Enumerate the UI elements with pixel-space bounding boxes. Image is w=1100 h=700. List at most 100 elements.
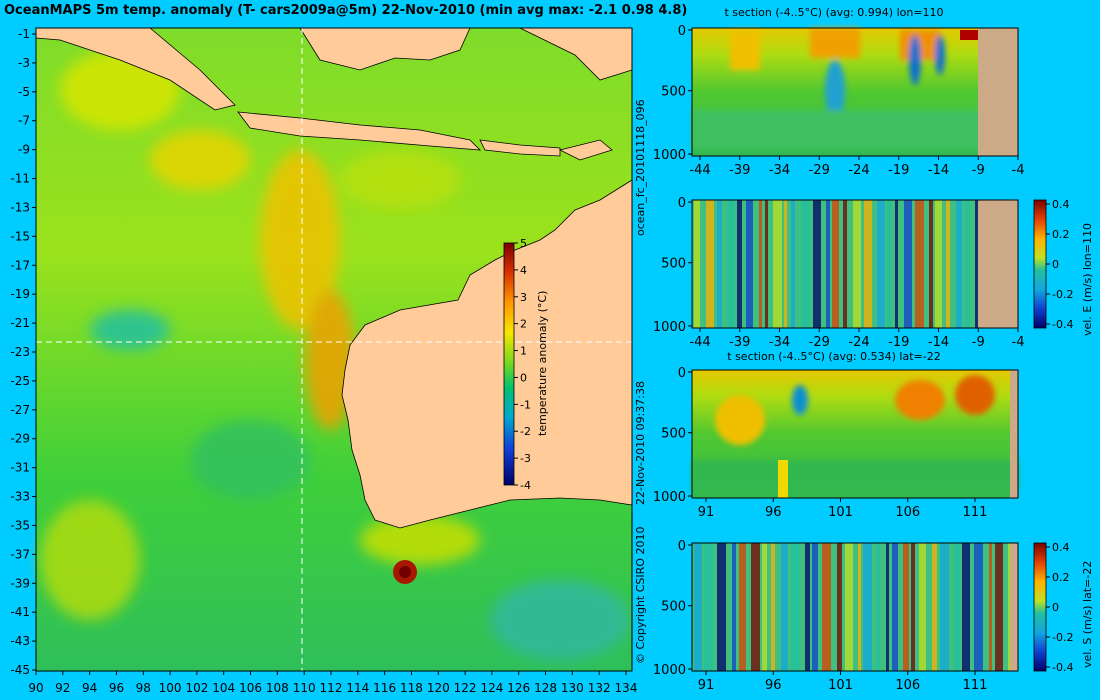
section-x-tick-label: 91 — [698, 678, 715, 693]
temperature-colorbar-tick-label: 4 — [520, 264, 527, 277]
section-1-title: t section (-4..5°C) (avg: 0.994) lon=110 — [724, 6, 943, 19]
longitude-tick-label: 122 — [454, 681, 477, 695]
temperature-colorbar-tick-label: -1 — [520, 398, 531, 411]
temperature-colorbar-tick-label: -4 — [520, 479, 531, 492]
longitude-tick-label: 92 — [55, 681, 70, 695]
latitude-tick-label: -31 — [10, 461, 30, 475]
depth-tick-label: 1000 — [653, 320, 686, 335]
temperature-colorbar-tick-label: 0 — [520, 371, 527, 384]
copyright-label: © Copyright CSIRO 2010 — [634, 526, 647, 664]
latitude-tick-label: -1 — [18, 27, 30, 41]
depth-tick-label: 500 — [661, 600, 686, 615]
depth-tick-label: 1000 — [653, 663, 686, 678]
latitude-tick-label: -27 — [10, 403, 30, 417]
longitude-tick-label: 106 — [239, 681, 262, 695]
longitude-tick-label: 98 — [136, 681, 151, 695]
section-x-tick-label: -39 — [729, 335, 750, 350]
section-x-tick-label: -34 — [769, 335, 790, 350]
section-2-colorbar — [1033, 199, 1047, 329]
depth-tick-label: 500 — [661, 257, 686, 272]
longitude-tick-label: 90 — [28, 681, 43, 695]
depth-tick-label: 1000 — [653, 148, 686, 163]
section-x-tick-label: 111 — [963, 678, 988, 693]
longitude-tick-label: 132 — [588, 681, 611, 695]
temperature-colorbar-tick-label: -2 — [520, 425, 531, 438]
section-x-tick-label: -24 — [848, 163, 869, 178]
temperature-colorbar-label: temperature anomaly (°C) — [536, 291, 549, 436]
section-3-title: t section (-4..5°C) (avg: 0.534) lat=-22 — [727, 350, 940, 363]
latitude-tick-label: -3 — [18, 56, 30, 70]
latitude-tick-label: -43 — [10, 634, 30, 648]
velocity-colorbar-tick-label: -0.2 — [1052, 631, 1073, 644]
longitude-tick-label: 116 — [373, 681, 396, 695]
section-x-tick-label: -19 — [888, 163, 909, 178]
section-1-plot — [691, 27, 1019, 157]
longitude-tick-label: 100 — [159, 681, 182, 695]
latitude-tick-label: -33 — [10, 490, 30, 504]
section-4-depth-axis: 0 500 1000 — [653, 539, 692, 678]
latitude-tick-label: -9 — [18, 143, 30, 157]
section-2-depth-axis: 0 500 1000 — [653, 196, 692, 335]
latitude-tick-label: -5 — [18, 85, 30, 99]
latitude-tick-label: -25 — [10, 374, 30, 388]
longitude-tick-label: 118 — [400, 681, 423, 695]
temperature-colorbar-tick-label: 2 — [520, 318, 527, 331]
velocity-colorbar-tick-label: 0.2 — [1052, 228, 1070, 241]
section-x-tick-label: -9 — [972, 163, 985, 178]
section-x-tick-label: -44 — [689, 335, 710, 350]
section-1-depth-axis: 0 500 1000 — [653, 24, 692, 163]
section-2-plot — [691, 199, 1019, 329]
latitude-tick-label: -19 — [10, 287, 30, 301]
longitude-tick-label: 96 — [109, 681, 124, 695]
section-4-colorbar — [1033, 542, 1047, 672]
section-x-tick-label: -24 — [848, 335, 869, 350]
section-x-tick-label: -14 — [928, 335, 949, 350]
section-3-lon-axis: 91 96 101 106 111 — [698, 498, 988, 520]
velocity-colorbar-tick-label: 0.4 — [1052, 198, 1070, 211]
section-x-tick-label: 111 — [963, 505, 988, 520]
section-3-depth-axis: 0 500 1000 — [653, 366, 692, 505]
section-x-tick-label: -4 — [1012, 335, 1025, 350]
velocity-colorbar-tick-label: 0.4 — [1052, 541, 1070, 554]
section-x-tick-label: -29 — [809, 335, 830, 350]
section-x-tick-label: -34 — [769, 163, 790, 178]
latitude-tick-label: -17 — [10, 258, 30, 272]
temperature-colorbar — [503, 242, 515, 486]
velocity-colorbar-tick-label: 0 — [1052, 601, 1059, 614]
page-title: OceanMAPS 5m temp. anomaly (T- cars2009a… — [4, 3, 688, 18]
temperature-colorbar-tick-label: 3 — [520, 291, 527, 304]
longitude-tick-label: 114 — [346, 681, 369, 695]
latitude-tick-label: -13 — [10, 200, 30, 214]
section-4-lon-axis: 91 96 101 106 111 — [698, 671, 988, 693]
section-x-tick-label: 106 — [895, 505, 920, 520]
depth-tick-label: 500 — [661, 85, 686, 100]
depth-tick-label: 1000 — [653, 490, 686, 505]
longitude-tick-label: 102 — [185, 681, 208, 695]
temperature-colorbar-tick-label: -3 — [520, 452, 531, 465]
latitude-tick-label: -11 — [10, 172, 30, 186]
temperature-colorbar-tick-label: 1 — [520, 345, 527, 358]
longitude-tick-label: 128 — [534, 681, 557, 695]
depth-tick-label: 500 — [661, 427, 686, 442]
section-x-tick-label: -9 — [972, 335, 985, 350]
latitude-axis: -1 -3 -5 -7 -9 -11 -13 -15 -17 -19 -21 -23 -25 -27 -29… — [10, 27, 36, 677]
latitude-tick-label: -39 — [10, 576, 30, 590]
section-3-plot — [691, 369, 1019, 499]
velocity-colorbar-tick-label: 0 — [1052, 258, 1059, 271]
section-x-tick-label: -19 — [888, 335, 909, 350]
depth-tick-label: 0 — [678, 366, 686, 381]
section-x-tick-label: 106 — [895, 678, 920, 693]
timestamp-label: 22-Nov-2010 09:37:38 — [634, 380, 647, 505]
section-x-tick-label: 96 — [765, 505, 782, 520]
section-4-colorbar-ticks: 0.4 0.2 0 -0.2 -0.4 — [1046, 541, 1073, 674]
longitude-tick-label: 126 — [507, 681, 530, 695]
longitude-tick-label: 108 — [266, 681, 289, 695]
latitude-tick-label: -7 — [18, 114, 30, 128]
section-x-tick-label: -44 — [689, 163, 710, 178]
section-4-colorbar-label: vel. S (m/s) lat=-22 — [1081, 561, 1094, 668]
velocity-colorbar-tick-label: 0.2 — [1052, 571, 1070, 584]
section-2-colorbar-label: vel. E (m/s) lon=110 — [1081, 223, 1094, 336]
longitude-tick-label: 130 — [561, 681, 584, 695]
temperature-colorbar-tick-label: 5 — [520, 237, 527, 250]
